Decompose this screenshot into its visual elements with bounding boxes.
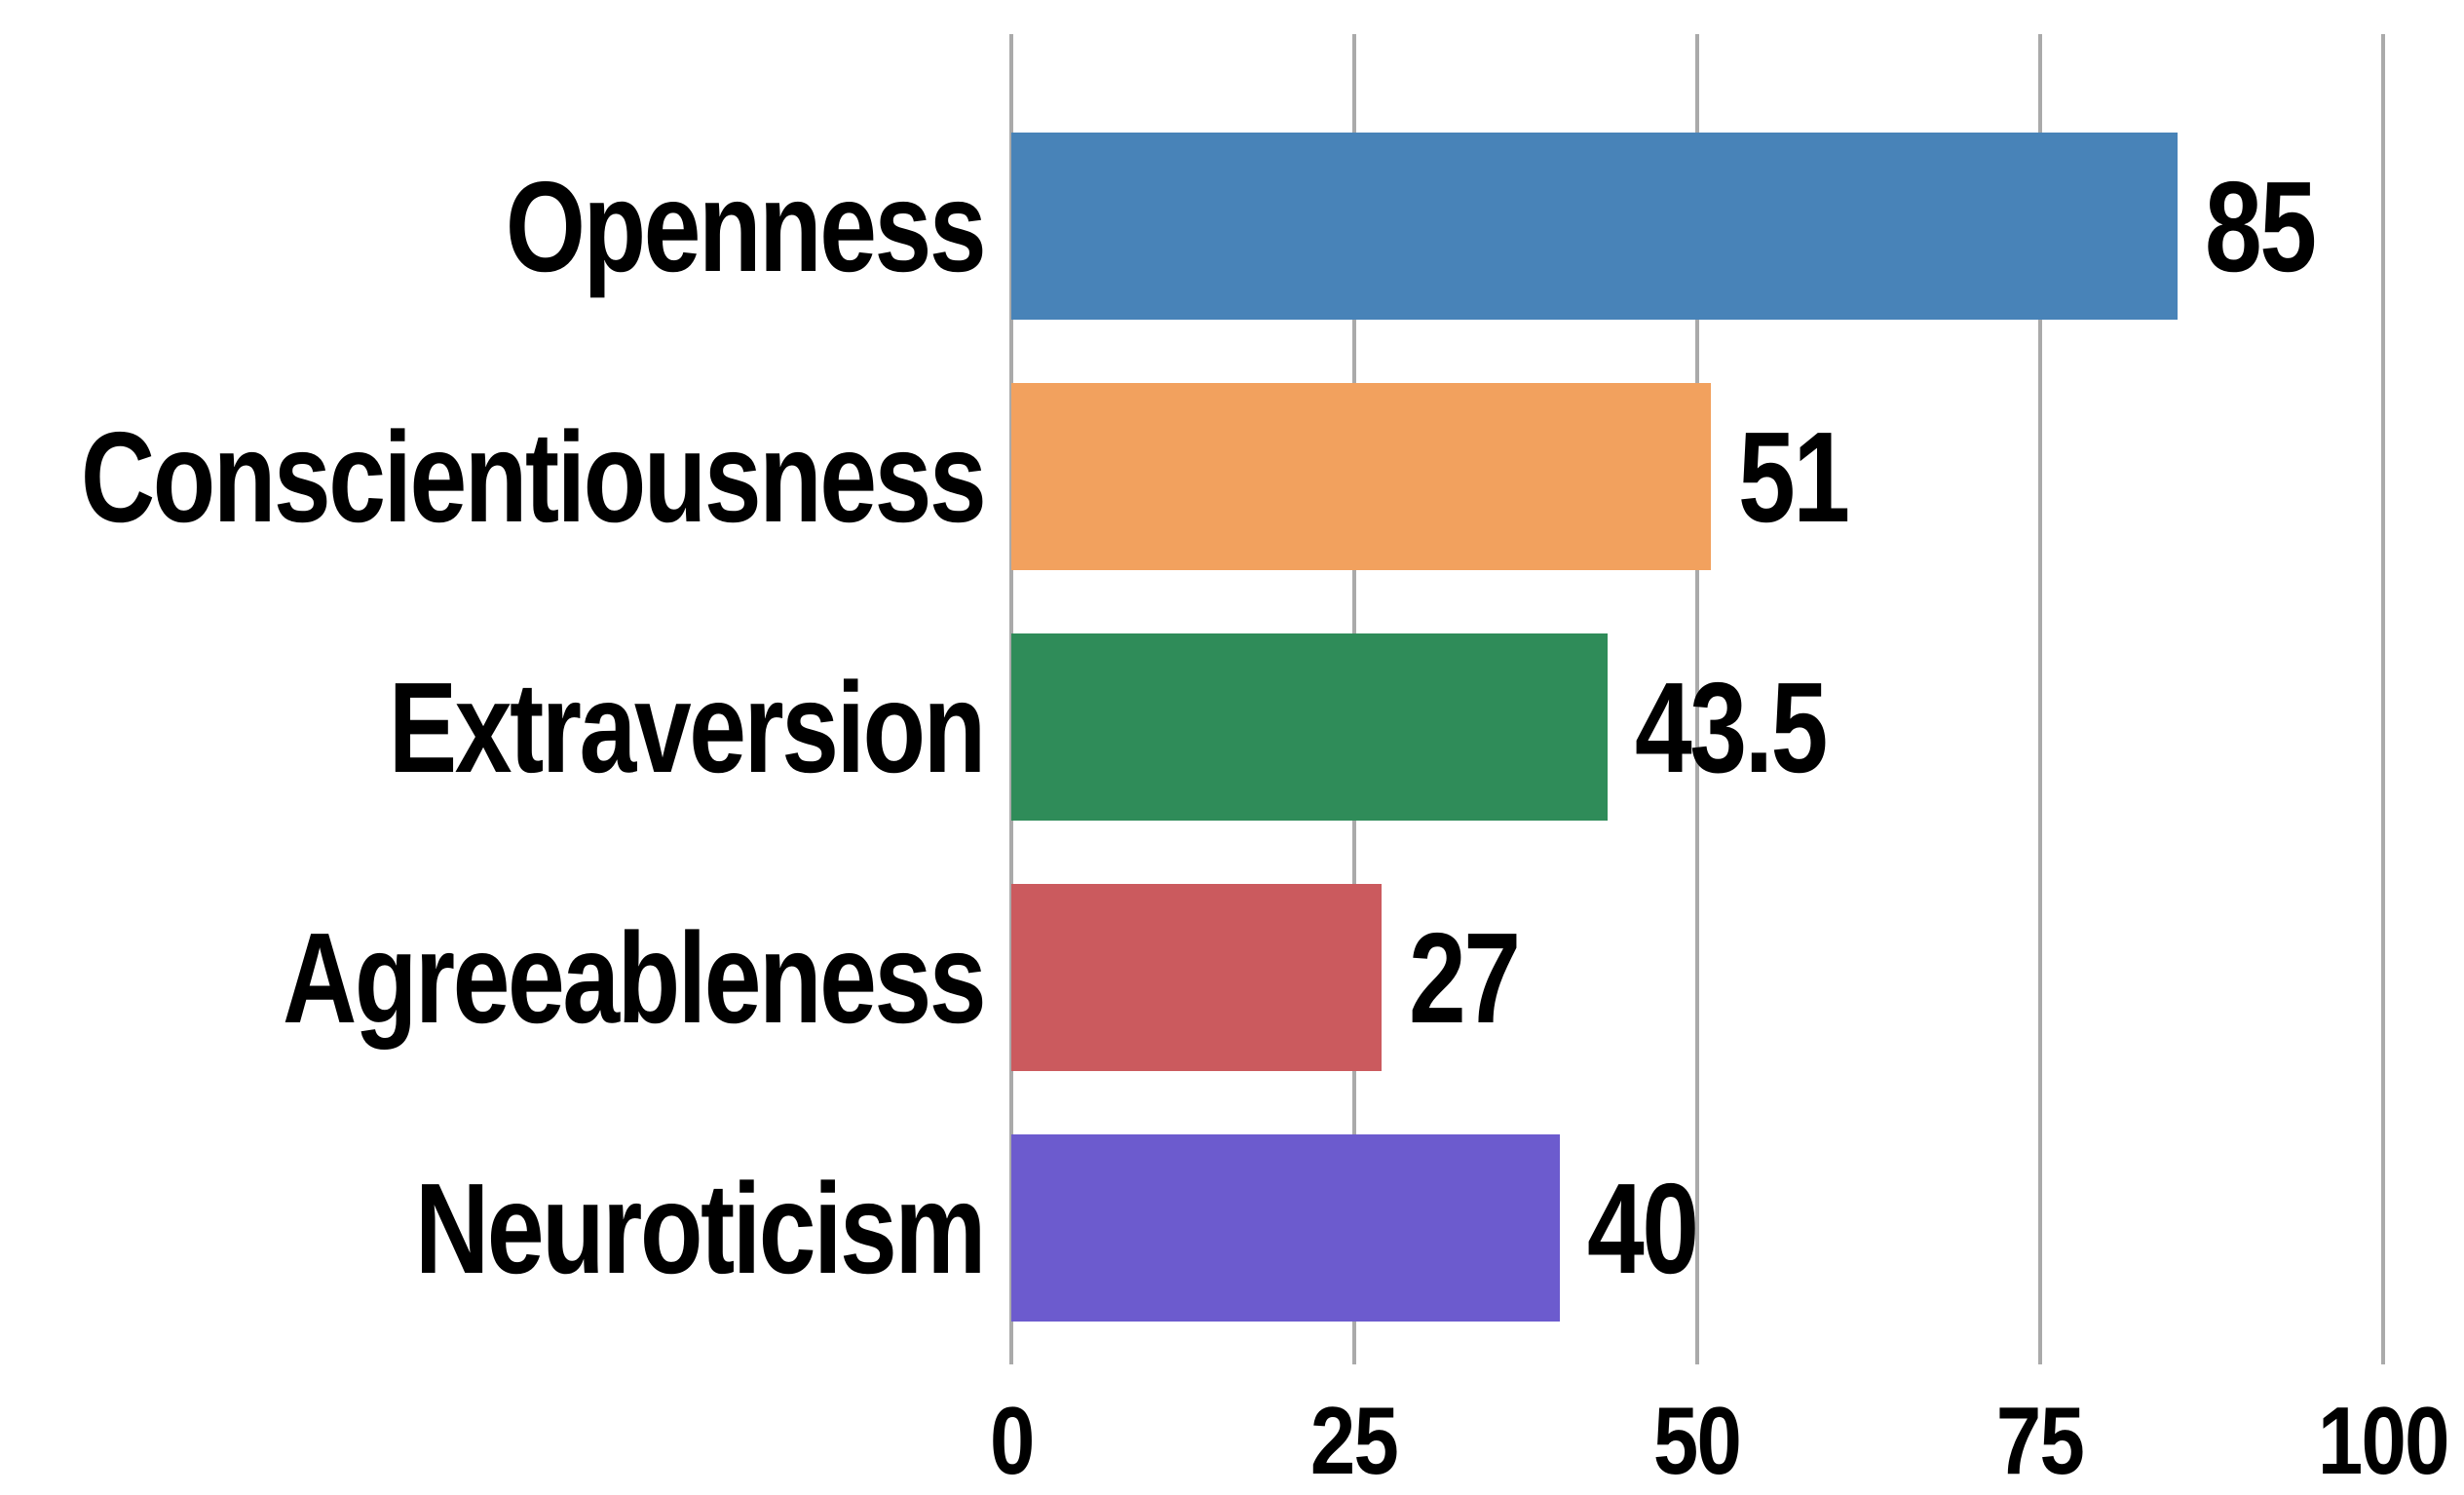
gridline-x-100 bbox=[2381, 34, 2385, 1364]
x-tick-label-0: 0 bbox=[989, 1387, 1035, 1494]
x-tick-label-100: 100 bbox=[2318, 1387, 2450, 1494]
bar-extraversion bbox=[1011, 633, 1609, 821]
bar-neuroticism bbox=[1011, 1134, 1561, 1322]
value-label-agreeableness: 27 bbox=[1409, 905, 1521, 1050]
x-tick-label-75: 75 bbox=[1996, 1387, 2085, 1494]
category-label-neuroticism: Neuroticism bbox=[415, 1156, 986, 1300]
x-tick-label-50: 50 bbox=[1653, 1387, 1742, 1494]
value-label-neuroticism: 40 bbox=[1587, 1156, 1699, 1300]
gridline-x-50 bbox=[1695, 34, 1699, 1364]
category-label-extraversion: Extraversion bbox=[389, 655, 986, 799]
value-label-extraversion: 43.5 bbox=[1635, 655, 1828, 799]
bar-conscientiousness bbox=[1011, 383, 1712, 570]
gridline-x-75 bbox=[2038, 34, 2042, 1364]
category-label-agreeableness: Agreeableness bbox=[282, 905, 987, 1050]
bar-openness bbox=[1011, 133, 2178, 320]
bar-agreeableness bbox=[1011, 884, 1383, 1071]
value-label-conscientiousness: 51 bbox=[1738, 404, 1850, 549]
category-label-openness: Openness bbox=[505, 154, 987, 298]
value-label-openness: 85 bbox=[2204, 154, 2317, 298]
x-tick-label-25: 25 bbox=[1310, 1387, 1399, 1494]
category-label-conscientiousness: Conscientiousness bbox=[80, 404, 987, 549]
